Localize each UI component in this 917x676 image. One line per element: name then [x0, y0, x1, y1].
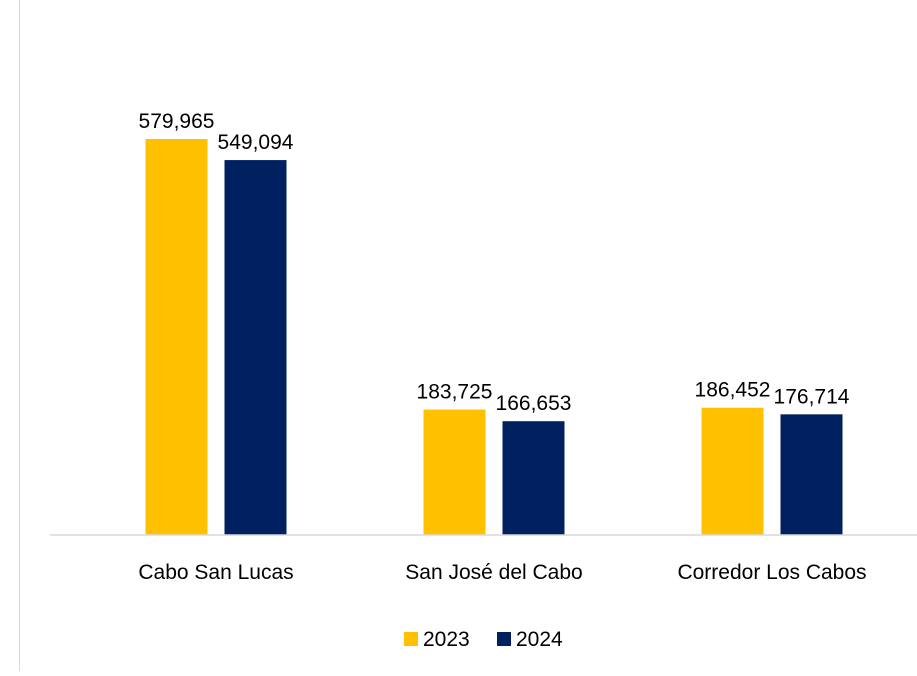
data-label-2023-1: 183,725	[417, 381, 493, 404]
data-label-2024-2: 176,714	[774, 385, 850, 408]
bar-2023-2	[701, 407, 764, 535]
legend-swatch-2023	[404, 632, 418, 646]
legend-label-2023: 2023	[423, 628, 470, 651]
data-label-2024-0: 549,094	[218, 131, 294, 154]
bars-layer	[145, 139, 843, 535]
legend-label-2024: 2024	[516, 628, 563, 651]
category-labels-layer: Cabo San Lucas San José del Cabo Corredor …	[138, 561, 866, 584]
bar-2023-0	[145, 139, 208, 535]
data-label-2024-1: 166,653	[496, 392, 572, 415]
bar-2024-2	[780, 414, 843, 535]
category-label-1: San José del Cabo	[405, 561, 582, 584]
bar-2024-1	[502, 421, 565, 535]
legend: 2023 2024	[404, 628, 563, 651]
data-label-2023-2: 186,452	[695, 379, 771, 402]
bar-2024-0	[224, 160, 287, 535]
chart-left-border	[19, 0, 20, 671]
data-label-2023-0: 579,965	[139, 110, 215, 133]
bar-2023-1	[423, 409, 486, 535]
category-label-2: Corredor Los Cabos	[677, 561, 866, 584]
category-label-0: Cabo San Lucas	[138, 561, 293, 584]
legend-swatch-2024	[497, 632, 511, 646]
